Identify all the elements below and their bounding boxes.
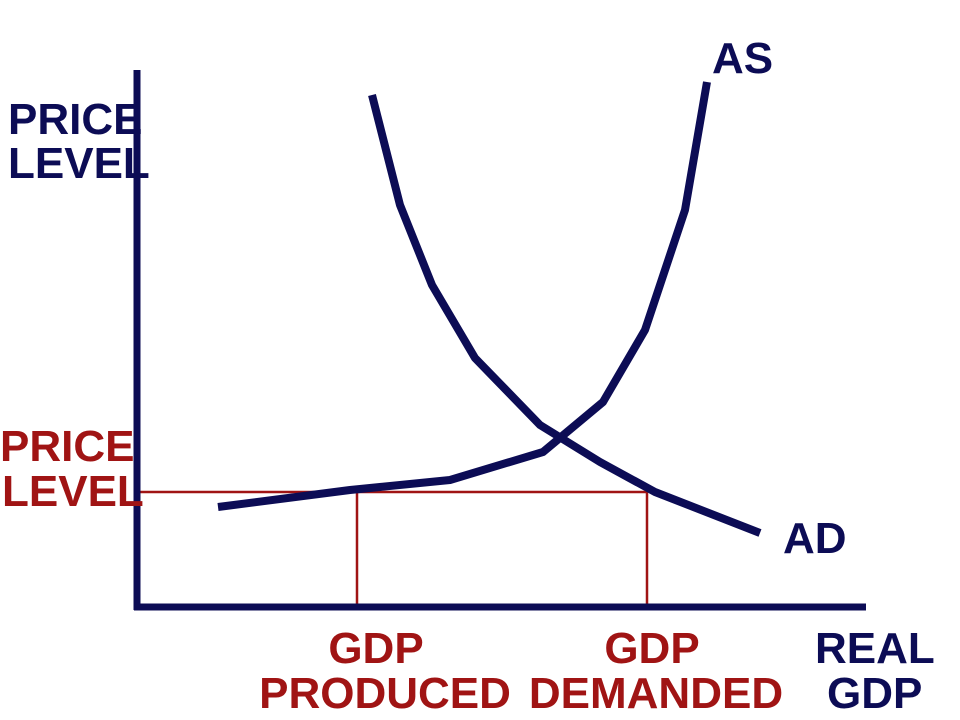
- price-level-label: PRICE: [0, 422, 134, 471]
- x-axis-label: GDP: [827, 669, 922, 718]
- gdp-produced-label: GDP: [328, 624, 423, 673]
- x-axis-label: REAL: [815, 624, 935, 673]
- gdp-demanded-label: DEMANDED: [529, 669, 783, 718]
- y-axis-label: PRICE: [8, 95, 142, 144]
- ad-curve: [368, 94, 762, 537]
- gdp-produced-label: PRODUCED: [259, 669, 511, 718]
- y-axis-label: LEVEL: [8, 139, 150, 188]
- gdp-demanded-label: GDP: [604, 624, 699, 673]
- ad-label: AD: [783, 514, 847, 563]
- axes: [133, 70, 866, 611]
- guide-lines: [137, 490, 649, 607]
- price-level-label: LEVEL: [2, 467, 144, 516]
- as-label: AS: [712, 34, 773, 83]
- as-curve: [217, 81, 711, 511]
